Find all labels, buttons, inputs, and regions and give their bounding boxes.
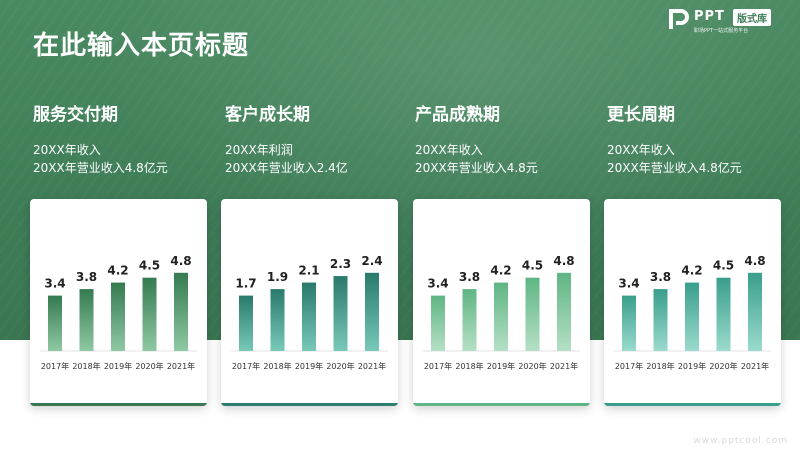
x-tick-label: 2019年 bbox=[487, 361, 515, 371]
x-tick-label: 2021年 bbox=[167, 361, 195, 371]
info-block-2: 客户成长期 20XX年利润 20XX年营业收入2.4亿 bbox=[225, 100, 405, 177]
data-label: 4.2 bbox=[490, 264, 511, 278]
info-block-4: 更长周期 20XX年收入 20XX年营业收入4.8亿元 bbox=[607, 100, 787, 177]
bar bbox=[716, 277, 731, 351]
data-label: 2.3 bbox=[330, 257, 351, 271]
data-label: 3.4 bbox=[427, 277, 448, 291]
x-tick-label: 2017年 bbox=[615, 361, 643, 371]
bar bbox=[494, 282, 508, 351]
block-line-1: 20XX年利润 bbox=[225, 143, 293, 157]
chart-card-3: 3.4 2017年 3.8 2018年 4.2 2019年 4.5 2020年 4.8 2021年 bbox=[413, 199, 590, 406]
bar bbox=[239, 295, 253, 351]
x-tick-label: 2021年 bbox=[741, 361, 769, 371]
logo-text: PPT bbox=[694, 9, 725, 24]
block-line-1: 20XX年收入 bbox=[415, 143, 483, 157]
data-label: 3.4 bbox=[44, 277, 65, 291]
chart-card-1: 3.4 2017年 3.8 2018年 4.2 2019年 4.5 2020年 4.8 2021年 bbox=[30, 199, 207, 406]
info-block-1: 服务交付期 20XX年收入 20XX年营业收入4.8亿元 bbox=[33, 100, 213, 177]
bar-chart: 3.4 2017年 3.8 2018年 4.2 2019年 4.5 2020年 4.8 2021年 bbox=[40, 254, 197, 371]
card-stripe bbox=[413, 403, 590, 406]
bar bbox=[79, 289, 94, 351]
x-tick-label: 2017年 bbox=[232, 361, 260, 371]
block-heading: 服务交付期 bbox=[33, 105, 118, 125]
bar bbox=[270, 289, 285, 351]
bar bbox=[525, 277, 540, 351]
bar bbox=[622, 295, 636, 351]
x-tick-label: 2018年 bbox=[455, 361, 483, 371]
page-title: 在此输入本页标题 bbox=[33, 31, 250, 61]
card-stripe bbox=[30, 403, 207, 406]
bar-chart: 1.7 2017年 1.9 2018年 2.1 2019年 2.3 2020年 2.4 2021年 bbox=[231, 254, 388, 371]
data-label: 3.8 bbox=[650, 270, 671, 284]
block-heading: 更长周期 bbox=[607, 105, 675, 125]
x-tick-label: 2021年 bbox=[550, 361, 578, 371]
logo-p-icon bbox=[669, 9, 689, 29]
block-heading: 客户成长期 bbox=[225, 105, 310, 125]
data-label: 4.8 bbox=[744, 254, 765, 268]
block-line-2: 20XX年营业收入4.8亿元 bbox=[607, 161, 742, 175]
data-label: 4.5 bbox=[522, 259, 543, 273]
x-tick-label: 2017年 bbox=[41, 361, 69, 371]
x-tick-label: 2021年 bbox=[358, 361, 386, 371]
bar bbox=[653, 289, 668, 351]
block-heading: 产品成熟期 bbox=[415, 105, 500, 125]
chart-card-4: 3.4 2017年 3.8 2018年 4.2 2019年 4.5 2020年 4.8 2021年 bbox=[604, 199, 781, 406]
bar bbox=[462, 289, 477, 351]
data-label: 2.1 bbox=[298, 264, 319, 278]
logo-badge: 版式库 bbox=[733, 9, 771, 26]
x-tick-label: 2018年 bbox=[646, 361, 674, 371]
bar bbox=[302, 282, 316, 351]
watermark: www.pptcool.com bbox=[693, 436, 788, 446]
x-tick-label: 2020年 bbox=[135, 361, 163, 371]
block-line-2: 20XX年营业收入4.8元 bbox=[415, 161, 538, 175]
bar bbox=[365, 272, 379, 351]
x-tick-label: 2020年 bbox=[709, 361, 737, 371]
bar bbox=[111, 282, 125, 351]
card-stripe bbox=[221, 403, 398, 406]
block-line-2: 20XX年营业收入4.8亿元 bbox=[33, 161, 168, 175]
block-line-2: 20XX年营业收入2.4亿 bbox=[225, 161, 348, 175]
data-label: 4.2 bbox=[681, 264, 702, 278]
bar bbox=[685, 282, 699, 351]
bar bbox=[333, 276, 348, 351]
x-tick-label: 2019年 bbox=[678, 361, 706, 371]
chart-card-2: 1.7 2017年 1.9 2018年 2.1 2019年 2.3 2020年 2.4 2021年 bbox=[221, 199, 398, 406]
x-tick-label: 2020年 bbox=[518, 361, 546, 371]
bar bbox=[557, 272, 571, 351]
data-label: 3.4 bbox=[618, 277, 639, 291]
bar-chart: 3.4 2017年 3.8 2018年 4.2 2019年 4.5 2020年 4.8 2021年 bbox=[423, 254, 580, 371]
bar bbox=[748, 272, 762, 351]
bar bbox=[142, 277, 157, 351]
data-label: 2.4 bbox=[361, 254, 382, 268]
data-label: 1.7 bbox=[235, 277, 256, 291]
data-label: 3.8 bbox=[76, 270, 97, 284]
x-tick-label: 2017年 bbox=[424, 361, 452, 371]
x-tick-label: 2020年 bbox=[326, 361, 354, 371]
logo-subtitle: 职场PPT一站式服务平台 bbox=[694, 28, 749, 34]
bar-chart: 3.4 2017年 3.8 2018年 4.2 2019年 4.5 2020年 4.8 2021年 bbox=[614, 254, 771, 371]
bar bbox=[431, 295, 445, 351]
data-label: 4.8 bbox=[170, 254, 191, 268]
x-tick-label: 2019年 bbox=[295, 361, 323, 371]
data-label: 3.8 bbox=[459, 270, 480, 284]
data-label: 4.8 bbox=[553, 254, 574, 268]
data-label: 4.5 bbox=[139, 259, 160, 273]
data-label: 4.5 bbox=[713, 259, 734, 273]
x-tick-label: 2018年 bbox=[72, 361, 100, 371]
block-line-1: 20XX年收入 bbox=[33, 143, 101, 157]
x-tick-label: 2018年 bbox=[263, 361, 291, 371]
data-label: 1.9 bbox=[267, 270, 288, 284]
data-label: 4.2 bbox=[107, 264, 128, 278]
bar bbox=[48, 295, 62, 351]
x-tick-label: 2019年 bbox=[104, 361, 132, 371]
info-block-3: 产品成熟期 20XX年收入 20XX年营业收入4.8元 bbox=[415, 100, 595, 177]
card-stripe bbox=[604, 403, 781, 406]
bar bbox=[174, 272, 188, 351]
brand-logo[interactable]: PPT 版式库 职场PPT一站式服务平台 bbox=[668, 6, 786, 38]
block-line-1: 20XX年收入 bbox=[607, 143, 675, 157]
